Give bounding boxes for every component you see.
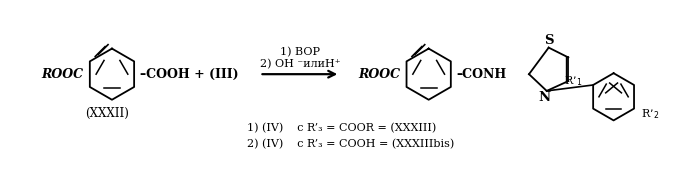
Text: –CONH: –CONH bbox=[456, 68, 507, 81]
Text: R’$_1$: R’$_1$ bbox=[564, 74, 582, 88]
Text: ROOC: ROOC bbox=[358, 68, 400, 81]
Text: 2) OH ⁻илиH⁺: 2) OH ⁻илиH⁺ bbox=[259, 59, 340, 69]
Text: N: N bbox=[539, 91, 551, 104]
Text: 2) (IV)    c R’₃ = COOH = (XXXIIIbis): 2) (IV) c R’₃ = COOH = (XXXIIIbis) bbox=[247, 139, 454, 149]
Text: ROOC: ROOC bbox=[41, 68, 83, 81]
Text: 1) BOP: 1) BOP bbox=[280, 47, 320, 58]
Text: (XXXII): (XXXII) bbox=[85, 107, 129, 120]
Text: S: S bbox=[544, 34, 554, 47]
Text: –COOH + (III): –COOH + (III) bbox=[140, 68, 238, 81]
Text: 1) (IV)    c R’₃ = COOR = (XXXIII): 1) (IV) c R’₃ = COOR = (XXXIII) bbox=[247, 123, 436, 133]
Text: R’$_2$: R’$_2$ bbox=[641, 108, 659, 121]
